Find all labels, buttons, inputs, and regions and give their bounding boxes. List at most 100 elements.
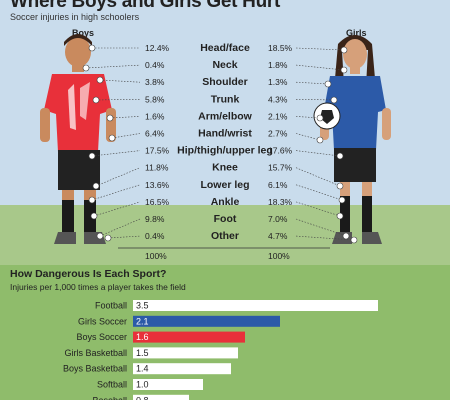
girls-anchor-dot <box>316 114 324 122</box>
sport-bar-value: 1.0 <box>136 380 149 390</box>
boys-anchor-dot <box>108 134 116 142</box>
boys-percent: 6.4% <box>145 129 165 139</box>
girls-label: Girls <box>346 28 367 38</box>
boys-anchor-dot <box>96 232 104 240</box>
girls-leader-line <box>295 167 341 187</box>
boys-anchor-dot <box>92 96 100 104</box>
boys-percent: 9.8% <box>145 214 165 224</box>
girls-anchor-dot <box>324 80 332 88</box>
body-part-label: Hand/wrist <box>198 128 252 140</box>
girls-leader-line <box>295 150 341 157</box>
boys-percent: 5.8% <box>145 94 165 104</box>
girls-anchor-dot <box>330 96 338 104</box>
girls-percent: 18.5% <box>268 43 293 53</box>
boys-anchor-dot <box>104 234 112 242</box>
boys-percent: 11.8% <box>145 163 169 173</box>
girls-anchor-dot <box>350 236 358 244</box>
boys-label: Boys <box>72 28 95 38</box>
body-part-label: Trunk <box>211 93 240 105</box>
girls-percent: 2.1% <box>268 111 288 121</box>
boys-leader-line <box>109 116 141 119</box>
injury-table: Head/face 12.4% 18.5% Neck 0.4% 1.8% Shoulder 3… <box>145 42 293 242</box>
boys-anchor-dot <box>92 182 100 190</box>
girls-percent: 18.3% <box>268 197 293 207</box>
boys-leader-line <box>91 184 141 201</box>
body-part-label: Shoulder <box>202 76 248 88</box>
boys-leader-line <box>95 167 141 187</box>
girls-anchor-dot <box>340 66 348 74</box>
sport-bar-value: 0.8 <box>136 395 149 400</box>
girls-leader-line <box>295 116 321 119</box>
boys-leader-line <box>91 150 141 157</box>
leader-lines <box>82 44 358 244</box>
sport-bar-value: 3.5 <box>136 301 149 311</box>
girls-leader-line <box>295 184 343 201</box>
girls-anchor-dot <box>342 232 350 240</box>
body-part-label: Arm/elbow <box>198 110 253 122</box>
boys-anchor-dot <box>88 44 96 52</box>
sport-bar <box>133 347 238 359</box>
boys-leader-line <box>111 133 141 139</box>
sport-bar-value: 2.1 <box>136 316 149 326</box>
boys-percent: 16.5% <box>145 197 170 207</box>
sport-bar-value: 1.6 <box>136 332 149 342</box>
sport-name-label: Boys Soccer <box>76 332 127 342</box>
boys-percent: 0.4% <box>145 60 165 70</box>
girls-percent: 2.7% <box>268 129 288 139</box>
sport-chart-title: How Dangerous Is Each Sport? <box>10 268 167 280</box>
sport-bar <box>133 379 203 390</box>
chart-subtitle: Soccer injuries in high schoolers <box>10 12 140 22</box>
boys-percent: 1.6% <box>145 111 165 121</box>
body-part-label: Lower leg <box>200 179 249 191</box>
body-part-label: Foot <box>214 213 237 225</box>
injury-figure: Head/face 12.4% 18.5% Neck 0.4% 1.8% Shoulder 3… <box>40 34 391 261</box>
boys-anchor-dot <box>88 196 96 204</box>
boy-player-illustration <box>40 34 116 244</box>
sport-chart-subtitle: Injuries per 1,000 times a player takes … <box>10 282 186 292</box>
girls-anchor-dot <box>338 196 346 204</box>
girls-leader-line <box>295 47 345 51</box>
girls-leader-line <box>295 201 341 217</box>
boys-leader-line <box>99 79 141 83</box>
sport-name-label: Girls Soccer <box>78 316 127 326</box>
sport-bar-value: 1.5 <box>136 348 149 358</box>
boys-percent: 12.4% <box>145 43 170 53</box>
girl-player-illustration <box>313 35 391 244</box>
boys-anchor-dot <box>96 76 104 84</box>
girls-anchor-dot <box>336 182 344 190</box>
boys-percent: 3.8% <box>145 77 165 87</box>
girls-total: 100% <box>268 251 290 261</box>
girls-percent: 7.0% <box>268 214 288 224</box>
chart-title: Where Boys and Girls Get Hurt <box>10 0 281 12</box>
sport-name-label: Softball <box>97 380 127 390</box>
boys-total: 100% <box>145 251 167 261</box>
sport-bar-chart: Football 3.5 Girls Soccer 2.1 Boys Soccer 1.6… <box>63 300 378 400</box>
girls-leader-line <box>295 99 335 101</box>
boys-anchor-dot <box>106 114 114 122</box>
boys-percent: 13.6% <box>145 180 170 190</box>
body-part-label: Other <box>211 230 239 242</box>
girls-anchor-dot <box>336 152 344 160</box>
sport-name-label: Boys Basketball <box>63 364 127 374</box>
girls-anchor-dot <box>316 136 324 144</box>
sport-bar <box>133 394 189 400</box>
sport-bar <box>133 331 245 343</box>
body-part-label: Head/face <box>200 42 250 54</box>
sport-name-label: Girls Basketball <box>64 348 127 358</box>
girls-percent: 6.1% <box>268 180 288 190</box>
body-part-label: Ankle <box>211 196 240 208</box>
girls-leader-line <box>295 133 321 141</box>
boys-leader-line <box>99 218 141 237</box>
boys-percent: 17.5% <box>145 146 170 156</box>
boys-anchor-dot <box>82 64 90 72</box>
sport-name-label: Football <box>95 301 127 311</box>
boys-percent: 0.4% <box>145 231 165 241</box>
girls-percent: 17.6% <box>268 146 293 156</box>
girls-percent: 15.7% <box>268 163 293 173</box>
boys-anchor-dot <box>90 212 98 220</box>
girls-leader-line <box>295 81 329 85</box>
body-part-label: Neck <box>212 59 237 71</box>
girls-anchor-dot <box>340 46 348 54</box>
girls-shirt <box>324 76 386 150</box>
girls-anchor-dot <box>336 212 344 220</box>
